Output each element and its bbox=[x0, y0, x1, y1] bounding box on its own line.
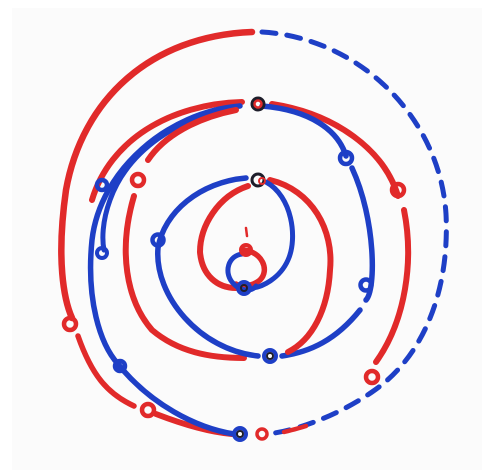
node-lower-inner-dark bbox=[266, 352, 274, 360]
fourth-red-arc-right bbox=[267, 177, 334, 355]
node-center-dark bbox=[240, 284, 248, 292]
node-bottom-red bbox=[255, 427, 269, 441]
second-red-arc-right-lower bbox=[373, 207, 412, 365]
node-lower-inner-blue bbox=[262, 348, 278, 364]
node-bottom-left-red bbox=[139, 401, 157, 419]
node-center-blue bbox=[236, 280, 252, 296]
node-bottom-blue bbox=[232, 426, 248, 442]
node-top-red bbox=[253, 99, 263, 109]
second-blue-arc-right-lower bbox=[349, 165, 376, 303]
node-upper-right-blue bbox=[337, 149, 355, 167]
outer-blue-dashed-arc bbox=[259, 29, 449, 437]
second-blue-arc-right bbox=[259, 103, 349, 159]
third-red-arc-left-lower bbox=[122, 193, 247, 361]
node-top-dark bbox=[250, 96, 266, 112]
fourth-blue-arc-right bbox=[247, 179, 296, 291]
outer-red-arc-left bbox=[58, 28, 256, 322]
node-bottom-dark bbox=[236, 430, 244, 438]
center-red-tick bbox=[244, 226, 249, 238]
fourth-red-arc-inner-left bbox=[197, 183, 251, 291]
node-upper-left-blue bbox=[94, 177, 110, 193]
node-upper-left-red bbox=[129, 171, 147, 189]
node-inner-top-red bbox=[258, 177, 266, 185]
third-blue-arc-inner-left bbox=[155, 175, 261, 359]
outer-red-tick bbox=[281, 423, 309, 435]
second-red-arc-right bbox=[269, 101, 401, 199]
node-right-red bbox=[389, 181, 407, 199]
third-blue-arc-left bbox=[100, 105, 239, 253]
node-bottom-right-red bbox=[363, 368, 381, 386]
third-red-arc-left bbox=[145, 107, 239, 163]
node-mid-left-blue bbox=[150, 232, 166, 248]
outer-red-arc-lower-left bbox=[75, 333, 137, 409]
node-lower-left-red bbox=[61, 315, 79, 333]
node-left-blue-end bbox=[95, 246, 109, 260]
second-blue-arc-bottom-right bbox=[279, 307, 363, 359]
node-bottom-left-blue bbox=[112, 358, 128, 374]
node-center-red bbox=[239, 243, 253, 257]
node-mid-right-blue bbox=[358, 277, 374, 293]
